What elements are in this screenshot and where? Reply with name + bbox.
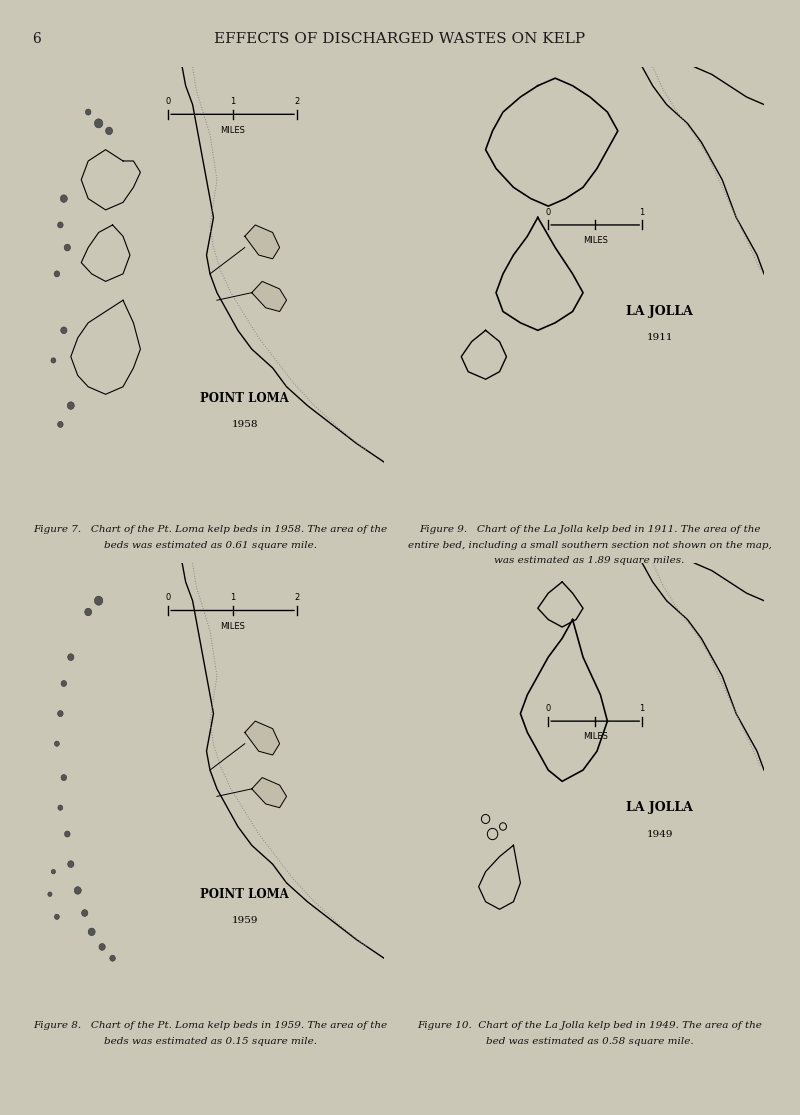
Circle shape (54, 914, 59, 920)
Circle shape (74, 886, 82, 894)
Circle shape (54, 741, 59, 746)
Text: 0: 0 (166, 593, 171, 602)
Text: MILES: MILES (220, 622, 245, 631)
Text: 1: 1 (639, 704, 645, 712)
Text: 1959: 1959 (231, 917, 258, 925)
Circle shape (58, 805, 62, 811)
Circle shape (58, 222, 63, 227)
Circle shape (51, 358, 56, 363)
Text: MILES: MILES (582, 733, 608, 741)
Text: beds was estimated as 0.61 square mile.: beds was estimated as 0.61 square mile. (104, 541, 317, 550)
Circle shape (64, 244, 70, 251)
Circle shape (68, 653, 74, 660)
Text: Figure 10.  Chart of the La Jolla kelp bed in 1949. The area of the: Figure 10. Chart of the La Jolla kelp be… (417, 1021, 762, 1030)
Text: entire bed, including a small southern section not shown on the map,: entire bed, including a small southern s… (408, 541, 771, 550)
Text: LA JOLLA: LA JOLLA (626, 802, 693, 814)
Circle shape (48, 892, 52, 896)
Text: Figure 8.   Chart of the Pt. Loma kelp beds in 1959. The area of the: Figure 8. Chart of the Pt. Loma kelp bed… (34, 1021, 387, 1030)
Text: EFFECTS OF DISCHARGED WASTES ON KELP: EFFECTS OF DISCHARGED WASTES ON KELP (214, 32, 586, 46)
Circle shape (94, 597, 103, 605)
Circle shape (61, 327, 67, 333)
Circle shape (51, 870, 55, 874)
Text: 1958: 1958 (231, 420, 258, 429)
Circle shape (65, 831, 70, 837)
Circle shape (110, 956, 115, 961)
Circle shape (54, 271, 60, 277)
Circle shape (67, 401, 74, 409)
Text: bed was estimated as 0.58 square mile.: bed was estimated as 0.58 square mile. (486, 1037, 694, 1046)
Circle shape (88, 928, 95, 935)
Polygon shape (252, 777, 286, 807)
Text: 0: 0 (166, 97, 171, 106)
Text: 1: 1 (230, 97, 235, 106)
Text: beds was estimated as 0.15 square mile.: beds was estimated as 0.15 square mile. (104, 1037, 317, 1046)
Text: Figure 7.   Chart of the Pt. Loma kelp beds in 1958. The area of the: Figure 7. Chart of the Pt. Loma kelp bed… (34, 525, 387, 534)
Text: 6: 6 (32, 32, 41, 46)
Circle shape (61, 680, 66, 687)
Polygon shape (245, 225, 280, 259)
Text: LA JOLLA: LA JOLLA (626, 306, 693, 318)
Circle shape (58, 421, 63, 427)
Circle shape (94, 119, 103, 128)
Polygon shape (245, 721, 280, 755)
Circle shape (85, 609, 92, 615)
Circle shape (106, 127, 113, 135)
Circle shape (61, 775, 66, 780)
Circle shape (58, 710, 63, 717)
Text: MILES: MILES (220, 126, 245, 135)
Text: 1: 1 (639, 207, 645, 216)
Circle shape (60, 195, 67, 202)
Text: 2: 2 (294, 593, 300, 602)
Circle shape (99, 943, 106, 950)
Text: Figure 9.   Chart of the La Jolla kelp bed in 1911. The area of the: Figure 9. Chart of the La Jolla kelp bed… (419, 525, 760, 534)
Text: 0: 0 (546, 704, 551, 712)
Polygon shape (252, 281, 286, 311)
Text: POINT LOMA: POINT LOMA (201, 391, 289, 405)
Text: MILES: MILES (582, 236, 608, 245)
Text: POINT LOMA: POINT LOMA (201, 888, 289, 901)
Text: 1: 1 (230, 593, 235, 602)
Text: 0: 0 (546, 207, 551, 216)
Text: 1911: 1911 (646, 333, 673, 342)
Circle shape (68, 861, 74, 867)
Text: 2: 2 (294, 97, 300, 106)
Text: was estimated as 1.89 square miles.: was estimated as 1.89 square miles. (494, 556, 685, 565)
Circle shape (86, 109, 91, 115)
Text: 1949: 1949 (646, 830, 673, 838)
Circle shape (82, 910, 88, 917)
